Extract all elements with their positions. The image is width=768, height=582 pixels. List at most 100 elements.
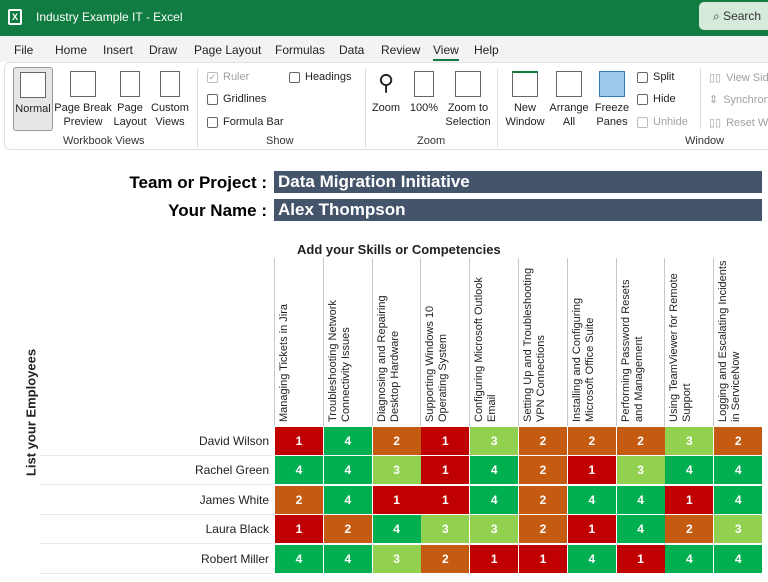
tab-insert[interactable]: Insert (103, 43, 134, 57)
score-cell[interactable]: 3 (665, 427, 714, 455)
skill-header[interactable]: Performing Password Resets and Managemen… (615, 258, 665, 426)
score-cell[interactable]: 4 (714, 456, 763, 485)
score-cell[interactable]: 2 (519, 427, 567, 455)
employee-name[interactable]: David Wilson (40, 427, 272, 456)
skill-header[interactable]: Supporting Windows 10 Operating System (420, 258, 469, 426)
skill-header[interactable]: Setting Up and Troubleshooting VPN Conne… (518, 258, 567, 426)
skill-header[interactable]: Logging and Escalating Incidents in Serv… (713, 258, 762, 426)
score-cell[interactable]: 2 (421, 544, 470, 573)
score-cell[interactable]: 1 (519, 544, 567, 573)
unhide-button[interactable]: Unhide (637, 116, 688, 128)
tab-formulas[interactable]: Formulas (275, 43, 326, 57)
reset-window-position-button[interactable]: ▯▯Reset Win (709, 116, 768, 130)
gridlines-checkbox[interactable]: Gridlines (207, 93, 266, 105)
score-cell[interactable]: 4 (665, 456, 714, 485)
ruler-checkbox[interactable]: ✓ Ruler (207, 71, 250, 83)
search-box[interactable]: ⌕ Search (699, 2, 768, 30)
tab-file[interactable]: File (14, 43, 34, 57)
score-cell[interactable]: 2 (714, 427, 763, 455)
score-cell[interactable]: 4 (372, 515, 421, 544)
score-cell[interactable]: 1 (275, 427, 323, 455)
score-cell[interactable]: 1 (275, 515, 323, 544)
skill-header[interactable]: Managing Tickets in Jira (274, 258, 323, 426)
score-cell[interactable]: 4 (323, 544, 372, 573)
new-window-button[interactable]: New Window (503, 71, 547, 129)
score-cell[interactable]: 2 (665, 515, 714, 544)
score-cell[interactable]: 3 (470, 427, 519, 455)
view-side-by-side-button[interactable]: ▯▯View Side (709, 71, 768, 85)
score-cell[interactable]: 3 (470, 515, 519, 544)
score-cell[interactable]: 4 (616, 485, 665, 514)
zoom-to-selection-button[interactable]: Zoom to Selection (443, 71, 493, 129)
score-cell[interactable]: 3 (421, 515, 470, 544)
score-cell[interactable]: 3 (616, 456, 665, 485)
zoom-button[interactable]: ⚲ Zoom (371, 70, 401, 114)
score-cell[interactable]: 1 (421, 427, 470, 455)
skill-header-text: Setting Up and Troubleshooting VPN Conne… (522, 267, 547, 422)
score-cell[interactable]: 4 (616, 515, 665, 544)
synchronous-scrolling-button[interactable]: ⇕ Synchron (709, 93, 768, 107)
score-cell[interactable]: 4 (323, 485, 372, 514)
hide-button[interactable]: Hide (637, 93, 676, 105)
score-cell[interactable]: 1 (470, 544, 519, 573)
employee-name[interactable]: Robert Miller (40, 545, 272, 574)
score-cell[interactable]: 2 (567, 427, 616, 455)
tab-data[interactable]: Data (339, 43, 365, 57)
score-cell[interactable]: 1 (616, 544, 665, 573)
team-input[interactable]: Data Migration Initiative (274, 171, 762, 193)
score-cell[interactable]: 4 (275, 544, 323, 573)
skill-header[interactable]: Using TeamViewer for Remote Support (664, 258, 713, 426)
split-button[interactable]: Split (637, 71, 674, 83)
score-cell[interactable]: 4 (275, 456, 323, 485)
score-cell[interactable]: 4 (665, 544, 714, 573)
score-cell[interactable]: 3 (372, 456, 421, 485)
tab-home[interactable]: Home (55, 43, 88, 57)
score-cell[interactable]: 4 (567, 485, 616, 514)
score-cell[interactable]: 4 (470, 456, 519, 485)
score-cell[interactable]: 2 (519, 485, 567, 514)
score-cell[interactable]: 4 (714, 485, 763, 514)
score-cell[interactable]: 3 (714, 515, 763, 544)
score-cell[interactable]: 2 (616, 427, 665, 455)
score-cell[interactable]: 2 (519, 456, 567, 485)
employee-name[interactable]: Laura Black (40, 515, 272, 545)
score-cell[interactable]: 1 (665, 485, 714, 514)
score-cell[interactable]: 1 (567, 515, 616, 544)
score-cell[interactable]: 3 (372, 544, 421, 573)
tab-page-layout[interactable]: Page Layout (194, 43, 262, 57)
skill-header[interactable]: Troubleshooting Network Connectivity Iss… (322, 258, 372, 426)
score-cell[interactable]: 2 (323, 515, 372, 544)
page-layout-button[interactable]: Page Layout (112, 71, 148, 129)
score-cell[interactable]: 1 (421, 485, 470, 514)
name-input[interactable]: Alex Thompson (274, 199, 762, 221)
page-break-preview-button[interactable]: Page Break Preview (54, 71, 112, 129)
score-cell[interactable]: 4 (323, 456, 372, 485)
employee-name[interactable]: James White (40, 486, 272, 515)
normal-view-button[interactable]: Normal (13, 67, 53, 131)
formula-bar-checkbox[interactable]: Formula Bar (207, 116, 284, 128)
score-cell[interactable]: 4 (567, 544, 616, 573)
zoom-100-button[interactable]: 100% (407, 71, 441, 115)
tab-review[interactable]: Review (381, 43, 421, 57)
skill-header-text: Performing Password Resets and Managemen… (619, 279, 645, 422)
score-cell[interactable]: 4 (323, 427, 372, 455)
score-cell[interactable]: 1 (421, 456, 470, 485)
score-cell[interactable]: 2 (519, 515, 567, 544)
tab-view[interactable]: View (433, 43, 459, 61)
skill-header[interactable]: Diagnosing and Repairing Desktop Hardwar… (371, 258, 421, 426)
freeze-panes-button[interactable]: Freeze Panes (591, 71, 633, 129)
arrange-all-button[interactable]: Arrange All (547, 71, 591, 129)
skill-header[interactable]: Configuring Microsoft Outlook Email (469, 258, 518, 426)
custom-views-button[interactable]: Custom Views (150, 71, 190, 129)
score-cell[interactable]: 1 (567, 456, 616, 485)
tab-help[interactable]: Help (474, 43, 499, 57)
score-cell[interactable]: 1 (372, 485, 421, 514)
score-cell[interactable]: 2 (372, 427, 421, 455)
score-cell[interactable]: 4 (714, 544, 763, 573)
score-cell[interactable]: 4 (470, 485, 519, 514)
employee-name[interactable]: Rachel Green (40, 456, 272, 486)
skill-header[interactable]: Installing and Configuring Microsoft Off… (566, 258, 616, 426)
headings-checkbox[interactable]: Headings (289, 71, 351, 83)
tab-draw[interactable]: Draw (149, 43, 178, 57)
score-cell[interactable]: 2 (275, 485, 323, 514)
